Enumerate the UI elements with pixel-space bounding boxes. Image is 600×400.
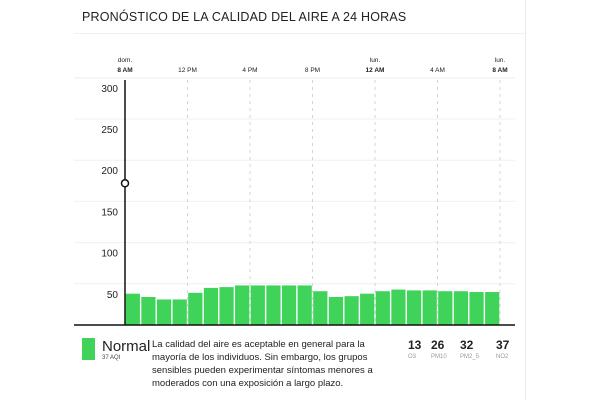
aqi-bar [360, 293, 375, 325]
pollutant-pm10: 26 PM10 [431, 338, 447, 360]
pollutant-no2: 37 NO2 [496, 338, 509, 360]
y-tick-label: 300 [101, 84, 118, 95]
aqi-bar [485, 292, 500, 325]
category-color-swatch [82, 338, 95, 360]
x-tick-day: lun. [495, 57, 506, 64]
x-tick-label: 4 AM [430, 67, 445, 74]
aqi-bar [469, 292, 484, 325]
x-tick-label: 12 PM [178, 67, 197, 74]
aqi-bar [125, 293, 140, 325]
aqi-bar [141, 296, 156, 325]
pollutant-pm25: 32 PM2_5 [460, 338, 479, 360]
aqi-bar [375, 291, 390, 325]
y-tick-label: 200 [101, 166, 118, 177]
x-tick-label: 8 AM [492, 67, 507, 74]
aqi-bar [344, 296, 359, 325]
x-tick-day: dom. [118, 57, 133, 64]
aqi-value: 37 AQI [102, 355, 121, 361]
pollutant-name: PM2_5 [460, 354, 480, 360]
x-tick-label: 12 AM [366, 67, 385, 74]
x-tick-day: lun. [370, 57, 381, 64]
x-tick-label: 8 PM [305, 67, 320, 74]
y-tick-label: 100 [101, 249, 118, 260]
pollutant-value: 37 [496, 338, 510, 352]
aqi-bar [156, 299, 172, 325]
aqi-bar [250, 285, 265, 325]
aqi-bar [391, 289, 406, 325]
pollutant-value: 13 [408, 338, 422, 352]
title-divider [74, 33, 525, 34]
x-tick-label: 4 PM [242, 67, 257, 74]
aqi-bar [172, 299, 187, 325]
aqi-bar [313, 291, 328, 325]
pollutant-value: 26 [431, 338, 445, 352]
pollutant-name: PM10 [431, 354, 447, 360]
pollutant-value: 32 [460, 338, 474, 352]
pollutant-o3: 13 O3 [408, 338, 421, 360]
y-tick-label: 150 [101, 207, 118, 218]
category-description: La calidad del aire es aceptable en gene… [152, 339, 373, 389]
current-time-marker [120, 179, 130, 188]
pollutant-name: O3 [408, 354, 417, 360]
x-tick-label: 8 AM [117, 67, 132, 74]
aqi-bar [438, 291, 453, 325]
aqi-bar [235, 285, 250, 325]
aqi-bar [453, 291, 469, 325]
y-tick-label: 50 [107, 290, 119, 301]
page-title: PRONÓSTICO DE LA CALIDAD DEL AIRE A 24 H… [82, 10, 407, 24]
aqi-bar [422, 290, 437, 325]
aqi-bar [297, 285, 312, 325]
forecast-card [74, 0, 526, 400]
y-tick-label: 250 [101, 125, 118, 136]
aqi-bar [188, 292, 203, 325]
aqi-bar [281, 285, 297, 325]
aqi-bar [219, 287, 234, 325]
aqi-bar [266, 285, 281, 325]
aqi-bar [328, 296, 344, 325]
aqi-bar [203, 287, 219, 325]
aqi-bar [406, 290, 422, 325]
category-label: Normal [102, 338, 151, 355]
pollutant-name: NO2 [496, 354, 509, 360]
